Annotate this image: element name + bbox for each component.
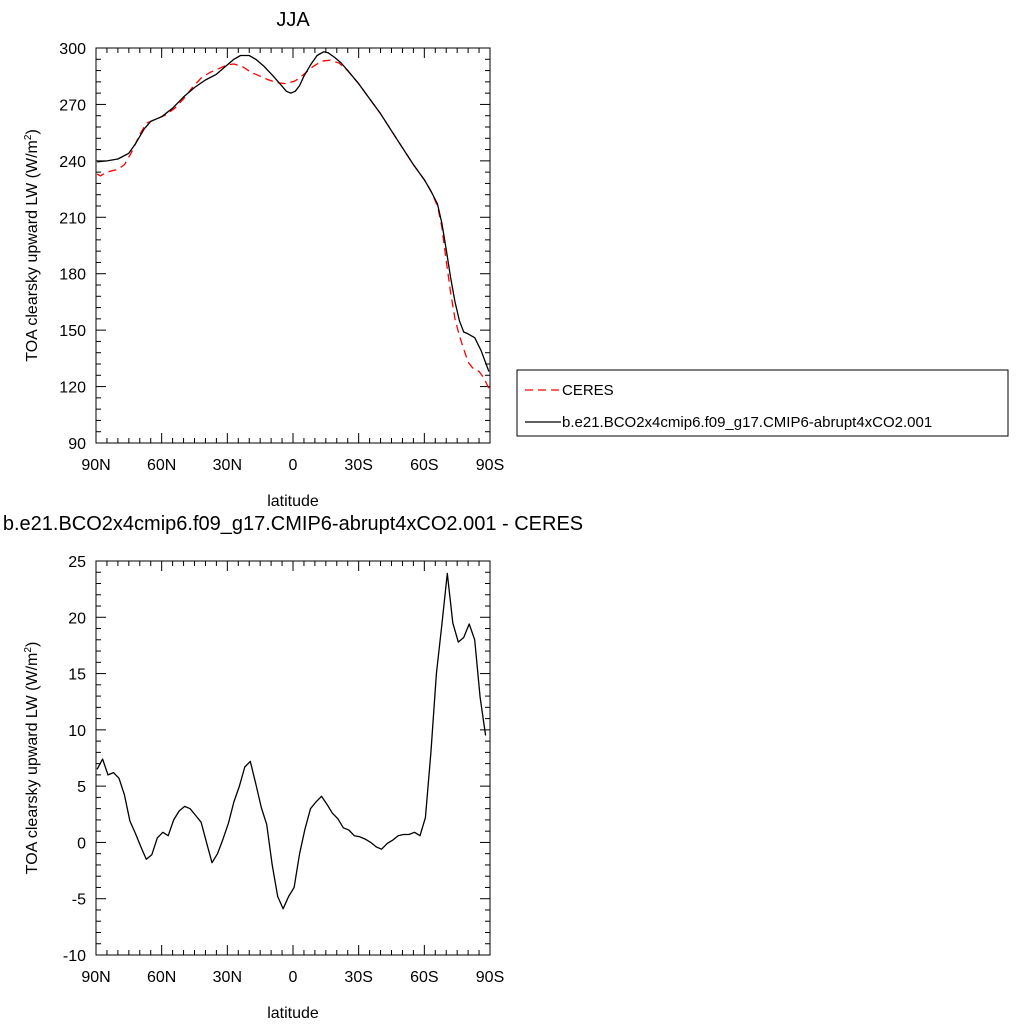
x-tick-label: 30N xyxy=(213,457,242,474)
chart-title: b.e21.BCO2x4cmip6.f09_g17.CMIP6-abrupt4x… xyxy=(3,513,583,535)
x-axis-title: latitude xyxy=(267,493,319,510)
chart-title: JJA xyxy=(276,9,310,31)
y-axis-title: TOA clearsky upward LW (W/m2) xyxy=(23,642,41,875)
x-tick-label: 30S xyxy=(344,457,372,474)
y-tick-label: 120 xyxy=(59,380,86,397)
y-tick-label: 0 xyxy=(77,835,86,852)
y-tick-label: -5 xyxy=(72,892,86,909)
y-tick-label: 300 xyxy=(59,41,86,58)
x-tick-label: 0 xyxy=(289,457,298,474)
x-tick-label: 90S xyxy=(476,969,504,986)
series-line-1 xyxy=(96,572,487,910)
y-tick-label: 210 xyxy=(59,210,86,227)
y-tick-label: 270 xyxy=(59,97,86,114)
y-tick-label: 5 xyxy=(77,779,86,796)
y-tick-label: 180 xyxy=(59,267,86,284)
chart-panel-2: 90N 60N 30N 0 30S 60S 90S -10 -5 0 5 10 15 20 25 b.e21.… xyxy=(3,513,583,1022)
y-tick-label: 10 xyxy=(68,723,86,740)
x-tick-label: 60N xyxy=(147,457,176,474)
x-tick-label: 90N xyxy=(81,457,110,474)
x-tick-label: 90S xyxy=(476,457,504,474)
x-axis-title: latitude xyxy=(267,1005,319,1022)
y-tick-label: 240 xyxy=(59,154,86,171)
x-tick-label: 60N xyxy=(147,969,176,986)
series-line-2 xyxy=(97,51,490,372)
legend-label-1: CERES xyxy=(562,382,614,399)
y-axis-title: TOA clearsky upward LW (W/m2) xyxy=(23,129,41,362)
x-tick-label: 60S xyxy=(410,457,438,474)
x-tick-label: 30S xyxy=(344,969,372,986)
y-tick-label: 90 xyxy=(68,436,86,453)
legend-box xyxy=(516,369,1009,437)
y-tick-label: -10 xyxy=(63,948,86,965)
x-tick-label: 90N xyxy=(81,969,110,986)
plot-frame xyxy=(95,47,491,444)
legend: CERES b.e21.BCO2x4cmip6.f09_g17.CMIP6-abr… xyxy=(516,369,1009,437)
y-tick-label: 15 xyxy=(68,667,86,684)
chart-panel-1: 90N 60N 30N 0 30S 60S 90S 90 120 150 180 210 240 270 3… xyxy=(23,9,504,510)
x-tick-label: 30N xyxy=(213,969,242,986)
legend-label-2: b.e21.BCO2x4cmip6.f09_g17.CMIP6-abrupt4x… xyxy=(562,414,932,431)
series-line-1 xyxy=(96,59,490,389)
x-tick-label: 60S xyxy=(410,969,438,986)
x-tick-label: 0 xyxy=(289,969,298,986)
y-tick-label: 150 xyxy=(59,323,86,340)
y-tick-label: 25 xyxy=(68,554,86,571)
y-tick-label: 20 xyxy=(68,610,86,627)
